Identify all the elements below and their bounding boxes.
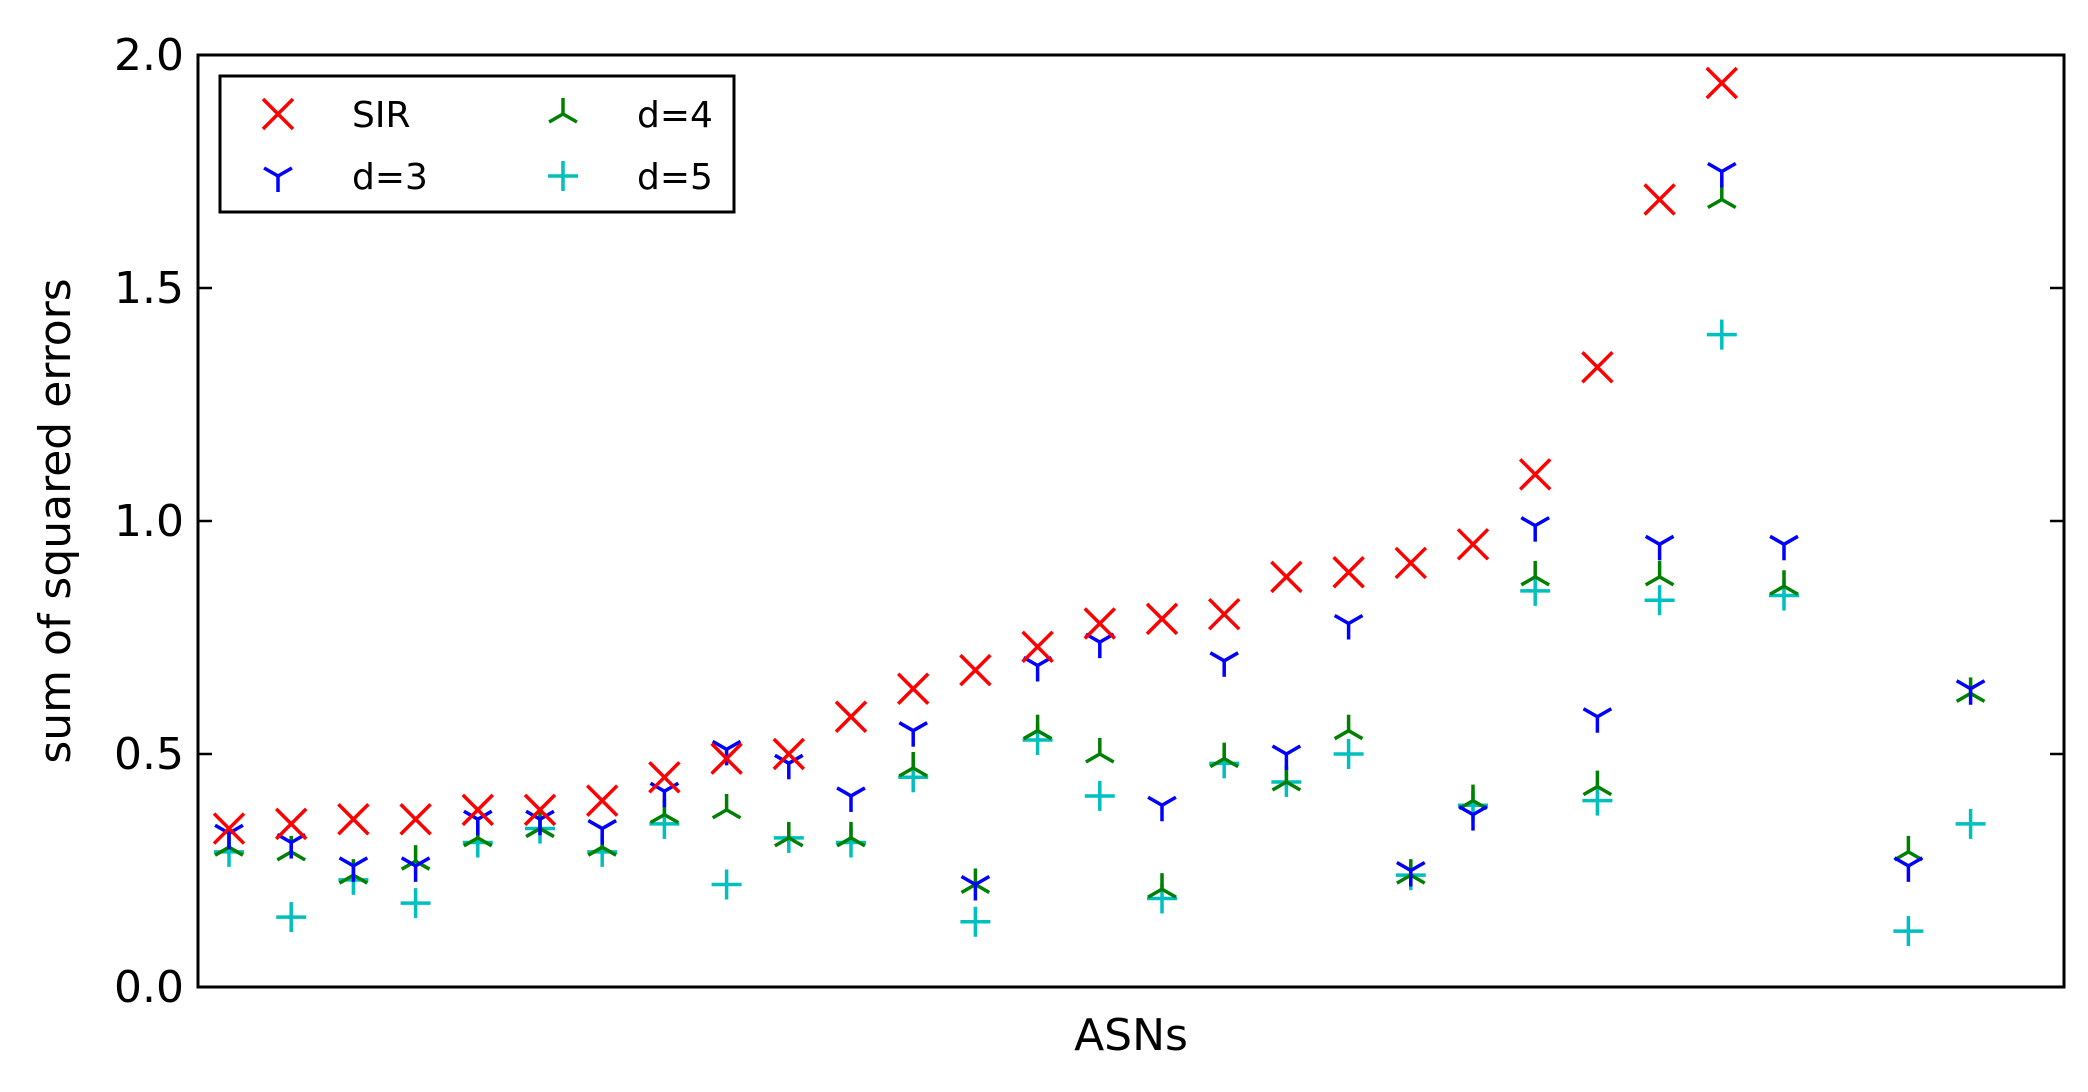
point-d4-13 [960,868,991,894]
point-d3-23 [1582,707,1613,733]
point-d3-9 [711,739,742,766]
point-sir-22 [1518,458,1552,491]
point-d4-19 [1333,714,1364,741]
point-sir-19 [1332,556,1365,589]
point-d5-15 [1084,780,1115,811]
point-sir-18 [1270,560,1303,594]
legend-label-sir: SIR [352,95,410,136]
point-d4-15 [1085,738,1115,764]
point-d5-28 [1893,916,1924,947]
point-d3-28 [1893,856,1924,882]
point-sir-3 [337,803,370,836]
point-d5-13 [960,906,991,937]
point-d3-20 [1396,860,1426,887]
y-tick-label: 0.0 [114,962,184,1013]
legend-marker-d4 [548,98,578,124]
point-d5-23 [1582,785,1613,816]
point-d3-13 [960,874,991,901]
point-d5-19 [1333,739,1364,769]
point-d3-12 [898,721,928,747]
point-sir-24 [1643,183,1676,216]
legend-marker-d3 [263,166,293,192]
point-sir-20 [1394,546,1428,580]
point-d4-14 [1022,714,1053,741]
legend-marker-d5 [548,161,578,191]
point-d3-14 [1022,655,1053,682]
point-sir-1 [212,812,246,845]
y-tick-label: 0.5 [114,729,184,780]
axis-ticks: 0.0 0.5 1.0 1.5 2.0 [114,30,2064,1013]
y-tick-label: 2.0 [114,30,184,81]
point-d3-22 [1520,516,1550,542]
legend-label-d3: d=3 [352,157,428,198]
point-d4-11 [836,821,866,848]
y-tick-label: 1.5 [114,263,184,314]
legend-label-d5: d=5 [637,157,713,198]
point-sir-23 [1581,350,1614,384]
point-d5-25 [1706,319,1737,350]
point-sir-17 [1207,597,1241,631]
point-d3-8 [649,781,680,808]
legend: SIR d=3 d=4 d=5 [218,74,736,214]
point-d4-12 [898,751,928,778]
point-d4-9 [711,793,742,820]
point-sir-16 [1145,602,1179,636]
point-d3-29 [1955,679,1986,705]
point-sir-4 [399,803,432,836]
y-tick-label: 1.0 [114,496,184,547]
legend-marker-sir [261,97,295,131]
point-d3-3 [338,856,369,882]
data-marks [212,66,1986,947]
point-d4-10 [774,821,804,848]
point-sir-9 [710,742,743,775]
point-sir-7 [585,784,619,817]
point-sir-11 [834,700,868,733]
legend-box [218,74,736,214]
point-d5-9 [711,869,742,900]
point-d4-24 [1644,560,1675,587]
point-sir-14 [1021,630,1054,664]
point-sir-13 [959,653,992,687]
y-axis-label: sum of squared errors [30,278,81,763]
point-d4-23 [1582,770,1613,797]
point-d5-24 [1644,585,1675,616]
point-d3-25 [1707,161,1737,188]
point-sir-25 [1705,66,1739,100]
point-d3-11 [836,786,866,812]
point-d3-18 [1271,744,1302,770]
point-sir-2 [274,807,308,841]
point-d5-4 [400,888,431,919]
point-d3-24 [1644,534,1675,561]
point-sir-15 [1083,607,1117,640]
x-axis-label: ASNs [1074,1010,1188,1061]
point-sir-8 [648,761,681,794]
point-d3-10 [774,753,804,780]
point-d4-17 [1209,742,1239,769]
point-d4-22 [1520,560,1550,587]
point-sir-10 [772,737,806,771]
point-d3-16 [1147,795,1177,822]
point-d3-26 [1769,534,1799,561]
point-d4-16 [1147,873,1177,899]
point-d3-7 [587,819,617,845]
point-d5-29 [1955,808,1986,839]
point-d3-5 [463,809,493,836]
point-sir-6 [523,793,557,827]
point-d4-26 [1769,570,1799,596]
point-d3-15 [1085,632,1115,659]
point-d3-4 [400,856,431,882]
point-d3-19 [1333,614,1364,640]
point-sir-12 [896,672,930,705]
point-d4-28 [1893,835,1924,862]
point-d5-22 [1520,575,1551,606]
point-d3-21 [1458,805,1488,831]
point-d5-2 [276,902,307,933]
legend-label-d4: d=4 [637,95,713,136]
point-sir-21 [1456,528,1490,561]
point-sir-5 [461,793,495,827]
point-d3-17 [1209,651,1239,677]
